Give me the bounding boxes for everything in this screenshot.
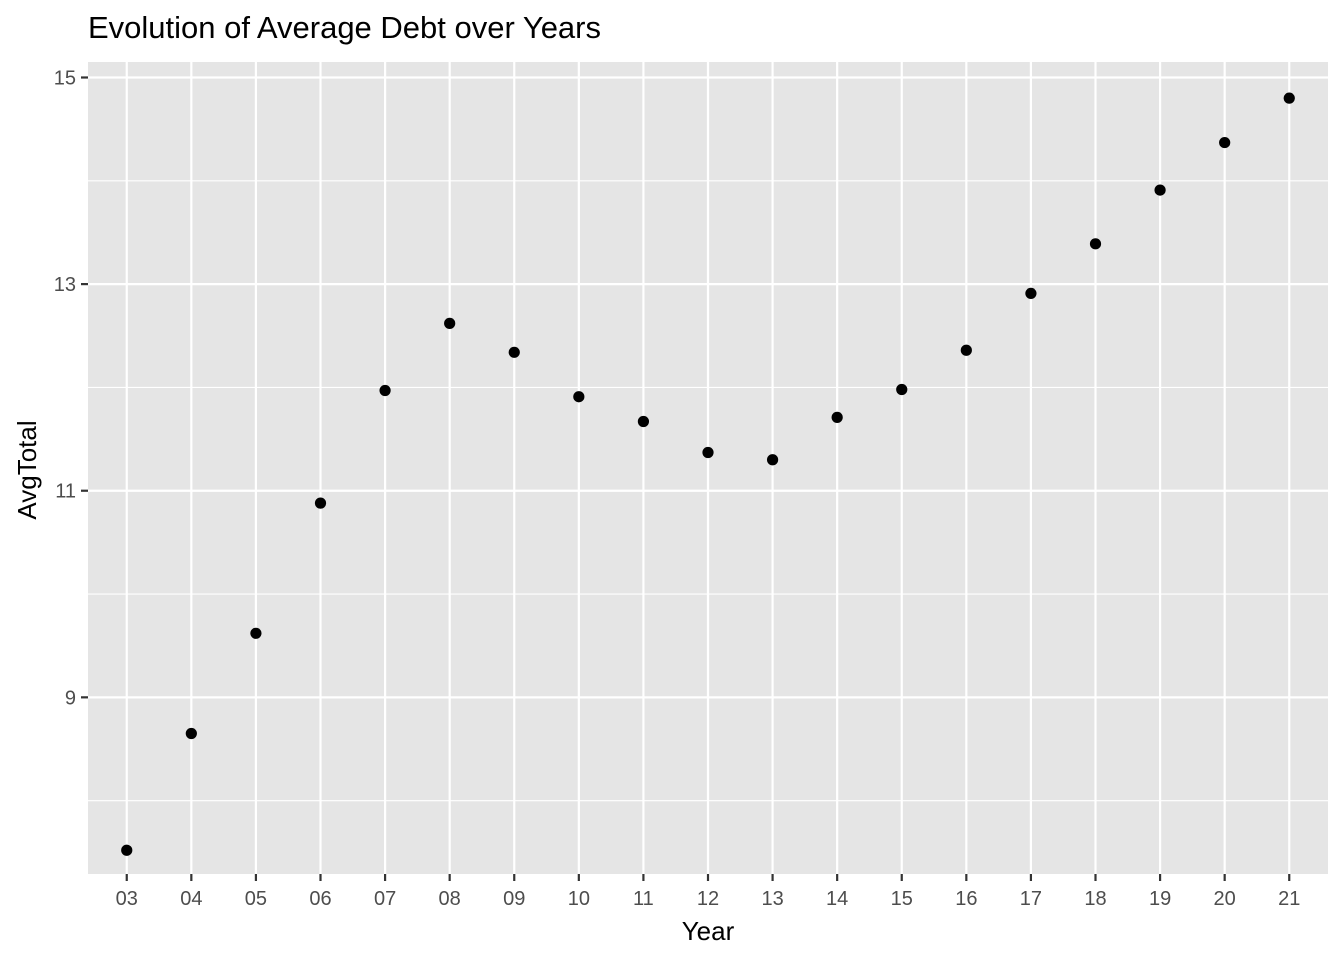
x-tick-label: 15 bbox=[891, 888, 913, 910]
x-tick-label: 03 bbox=[116, 888, 138, 910]
y-tick-label: 13 bbox=[54, 274, 76, 296]
data-points bbox=[121, 92, 1295, 856]
x-tick-label: 14 bbox=[826, 888, 848, 910]
x-tick-label: 19 bbox=[1149, 888, 1171, 910]
chart-title: Evolution of Average Debt over Years bbox=[88, 10, 601, 45]
data-point bbox=[1154, 184, 1166, 196]
data-point bbox=[1219, 136, 1231, 149]
x-tick-label: 16 bbox=[955, 888, 977, 910]
x-tick-label: 13 bbox=[761, 888, 783, 910]
x-tick-label: 12 bbox=[697, 888, 719, 910]
data-point bbox=[1283, 92, 1295, 104]
data-point bbox=[121, 844, 133, 856]
x-tick-label: 07 bbox=[374, 888, 396, 910]
data-point bbox=[637, 415, 650, 428]
data-point bbox=[702, 446, 714, 459]
x-tick-label: 05 bbox=[245, 888, 267, 910]
data-point bbox=[960, 344, 972, 356]
data-point bbox=[896, 383, 908, 396]
x-tick-label: 21 bbox=[1278, 888, 1300, 910]
data-point bbox=[444, 317, 456, 329]
x-tick-label: 10 bbox=[568, 888, 590, 910]
data-point bbox=[314, 497, 327, 509]
x-tick-label: 04 bbox=[180, 888, 202, 910]
data-point bbox=[573, 391, 585, 403]
x-tick-label: 08 bbox=[439, 888, 461, 910]
data-point bbox=[1089, 238, 1102, 250]
major-gridlines bbox=[88, 62, 1328, 874]
data-point bbox=[250, 627, 262, 639]
x-axis: 03 04 05 06 07 08 09 10 11 12 13 14 15 16 17 18 19 20 21 bbox=[116, 874, 1300, 910]
x-tick-label: 20 bbox=[1214, 888, 1236, 910]
x-tick-label: 17 bbox=[1020, 888, 1042, 910]
x-tick-label: 11 bbox=[633, 888, 654, 910]
x-tick-label: 18 bbox=[1084, 888, 1106, 910]
y-tick-label: 11 bbox=[55, 481, 76, 503]
y-axis: 9 11 13 15 bbox=[54, 67, 88, 709]
y-tick-label: 15 bbox=[54, 67, 76, 89]
x-axis-title: Year bbox=[682, 916, 735, 946]
data-point bbox=[508, 346, 520, 358]
data-point bbox=[1025, 287, 1037, 300]
x-tick-label: 06 bbox=[309, 888, 331, 910]
data-point bbox=[766, 454, 779, 466]
x-tick-label: 09 bbox=[503, 888, 525, 910]
y-tick-label: 9 bbox=[65, 687, 76, 709]
y-axis-title: AvgTotal bbox=[12, 420, 42, 519]
data-point bbox=[831, 411, 843, 423]
data-point bbox=[185, 727, 197, 740]
data-point bbox=[379, 384, 391, 397]
